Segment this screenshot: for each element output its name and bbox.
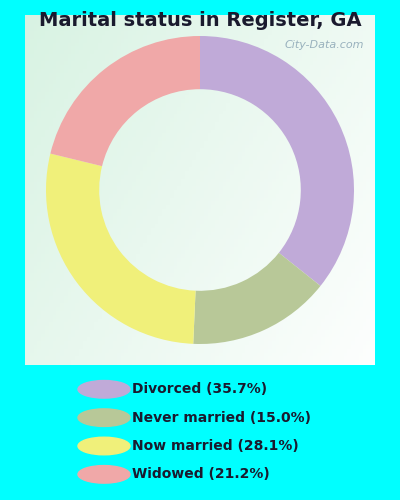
Circle shape [78,466,130,483]
Circle shape [78,409,130,426]
Wedge shape [193,253,320,344]
Circle shape [78,437,130,455]
Wedge shape [200,36,354,286]
Wedge shape [50,36,200,166]
Text: City-Data.com: City-Data.com [285,40,364,50]
Text: Divorced (35.7%): Divorced (35.7%) [132,382,267,396]
Text: Now married (28.1%): Now married (28.1%) [132,439,299,453]
Circle shape [78,380,130,398]
Text: Marital status in Register, GA: Marital status in Register, GA [39,12,361,30]
Text: Never married (15.0%): Never married (15.0%) [132,410,311,424]
Text: Widowed (21.2%): Widowed (21.2%) [132,468,270,481]
Wedge shape [46,154,196,344]
